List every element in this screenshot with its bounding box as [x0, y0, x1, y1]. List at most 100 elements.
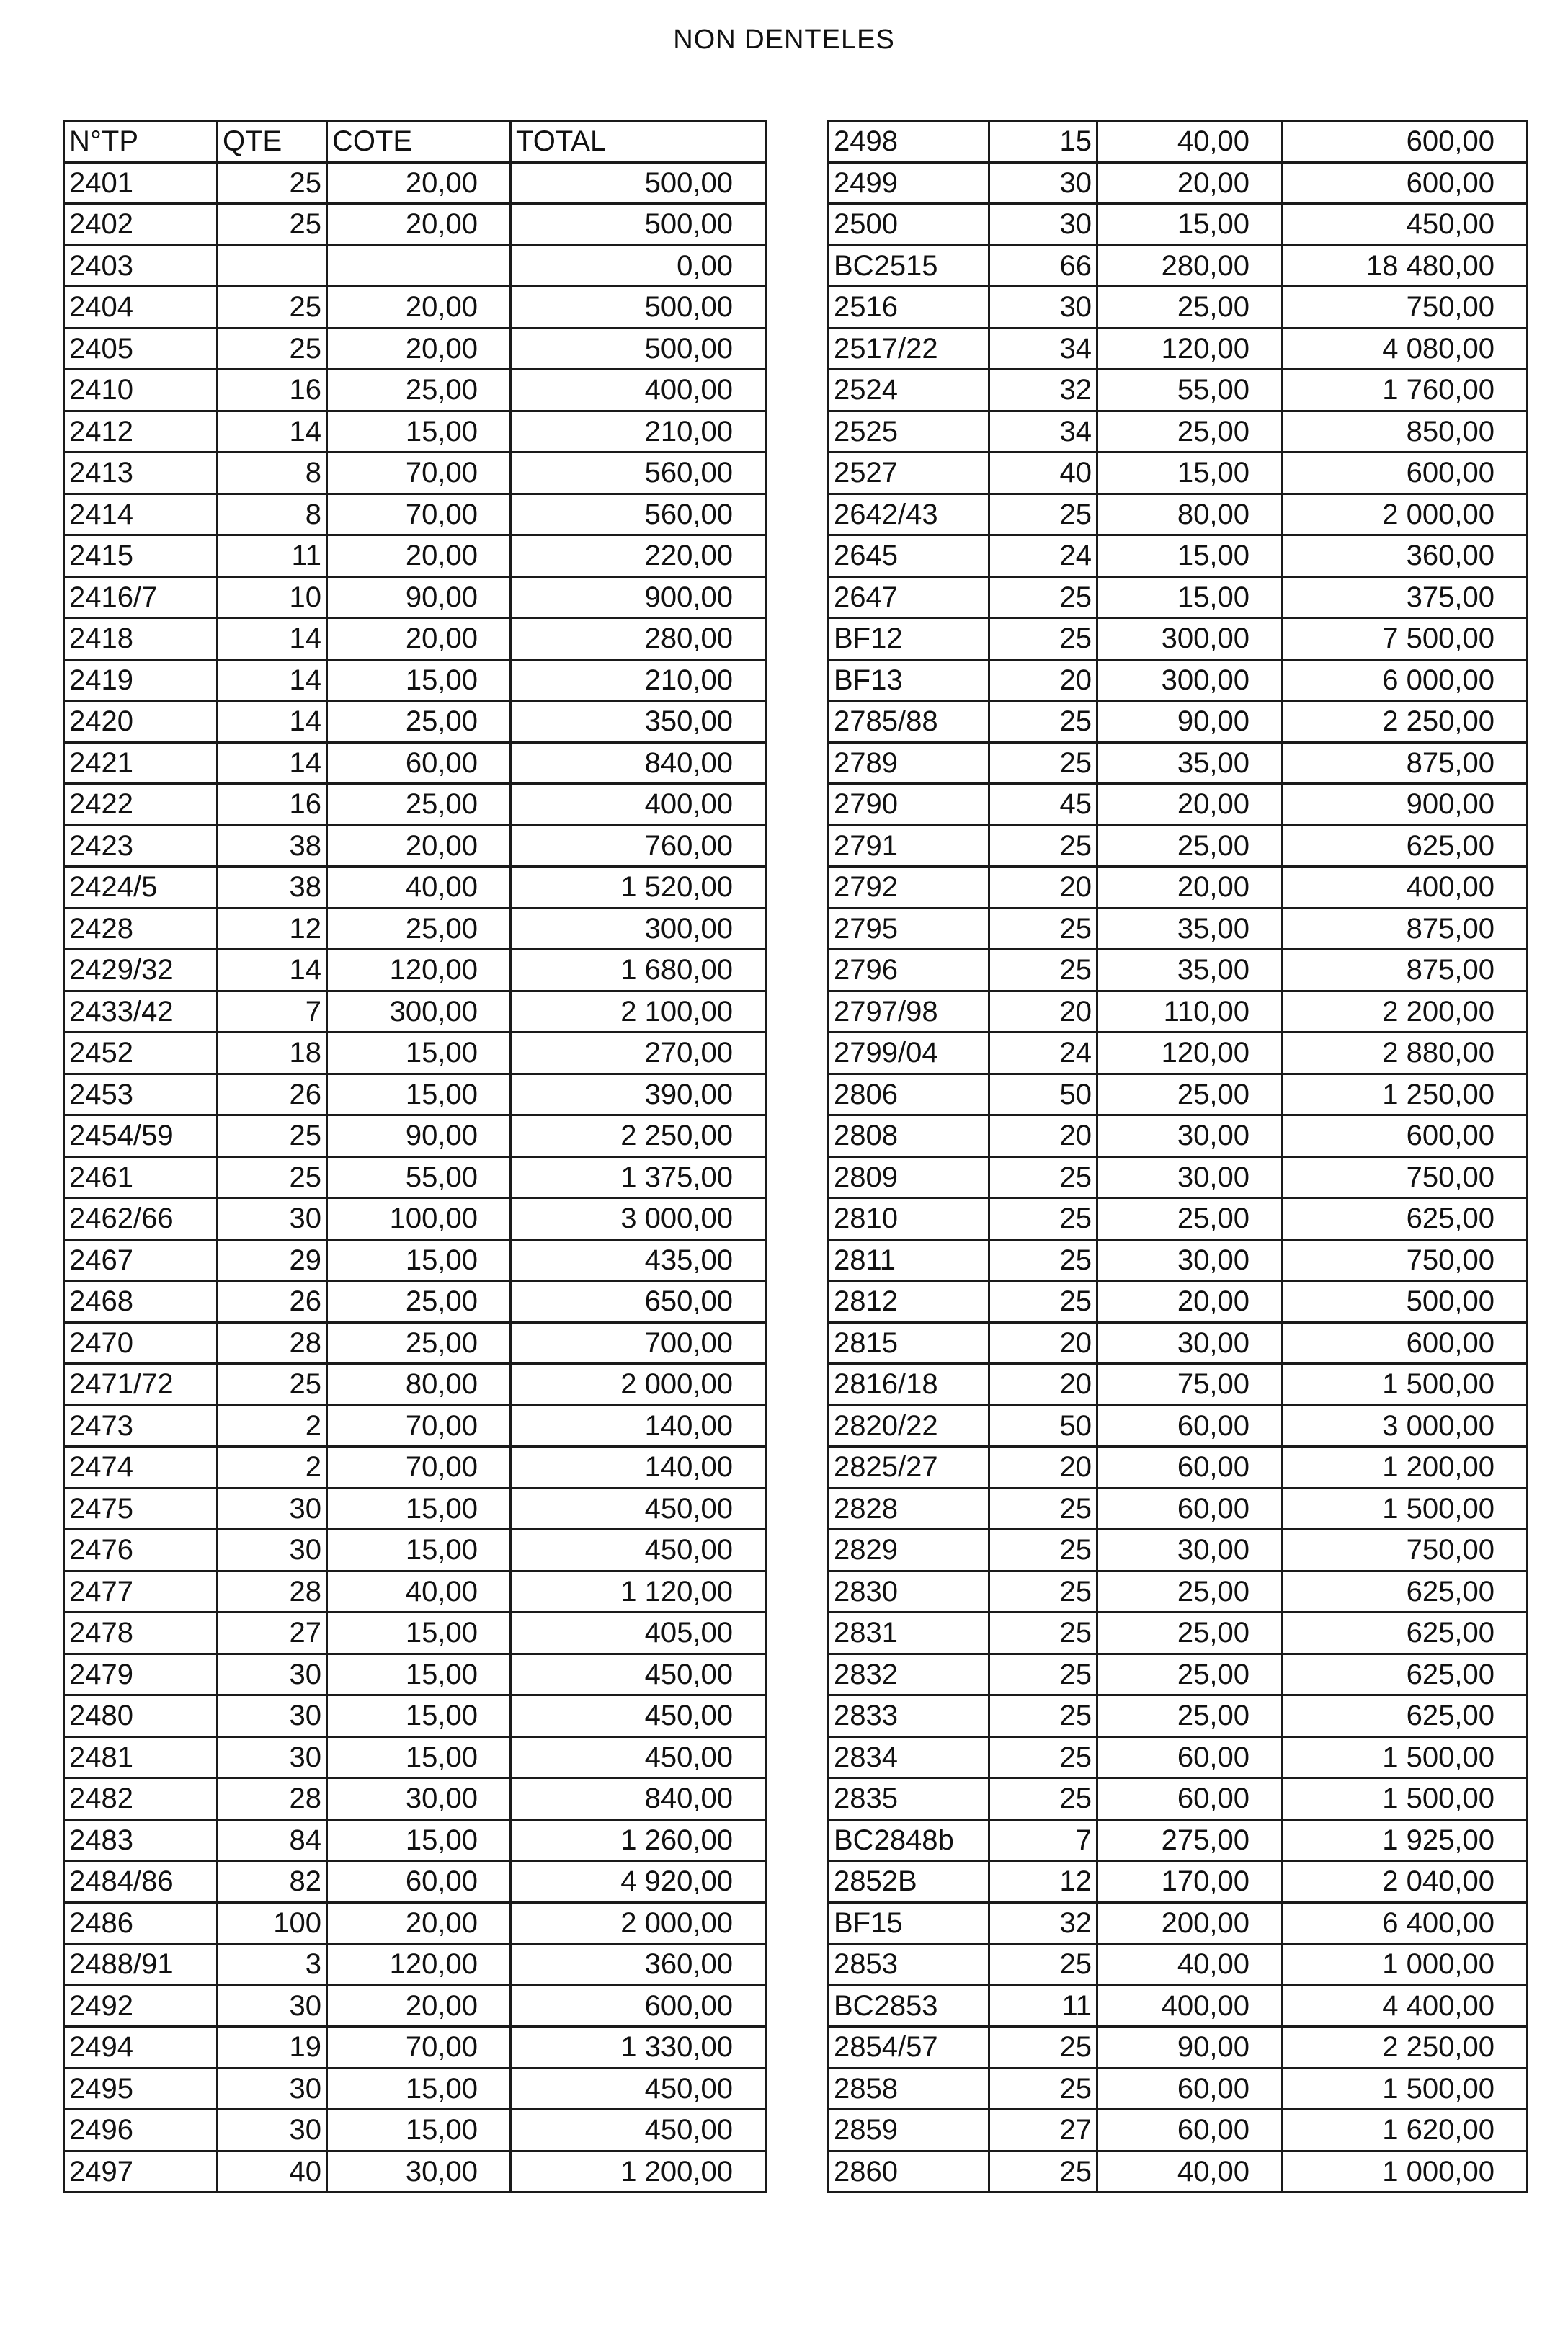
qte-cell: 2 [216, 1404, 328, 1448]
cote-cell: 110,00 [1096, 989, 1283, 1033]
ntp-cell: 2825/27 [827, 1445, 990, 1489]
qte-cell: 40 [988, 451, 1098, 495]
cote-cell: 80,00 [1096, 492, 1283, 536]
total-cell: 2 000,00 [1281, 492, 1528, 536]
cote-cell: 35,00 [1096, 906, 1283, 950]
table-row: 2428 12 25,00 300,00 [63, 906, 767, 950]
total-cell: 1 250,00 [1281, 1072, 1528, 1116]
cote-cell: 30,00 [1096, 1238, 1283, 1282]
qte-cell: 45 [988, 782, 1098, 826]
ntp-cell: 2642/43 [827, 492, 990, 536]
total-cell: 7 500,00 [1281, 617, 1528, 661]
cote-cell: 25,00 [326, 700, 512, 744]
ntp-cell: 2834 [827, 1735, 990, 1779]
cote-cell: 20,00 [1096, 865, 1283, 909]
total-cell: 1 500,00 [1281, 2066, 1528, 2110]
ntp-cell: 2789 [827, 741, 990, 785]
table-row: 2828 25 60,00 1 500,00 [827, 1486, 1528, 1530]
ntp-cell: BC2853 [827, 1984, 990, 2028]
table-row: 2401 25 20,00 500,00 [63, 161, 767, 205]
qte-cell: 34 [988, 409, 1098, 453]
ntp-cell: 2806 [827, 1072, 990, 1116]
total-cell: 650,00 [509, 1280, 767, 1324]
qte-cell: 24 [988, 534, 1098, 578]
qte-cell: 12 [216, 906, 328, 950]
qte-cell: 14 [216, 700, 328, 744]
qte-cell: 8 [216, 492, 328, 536]
table-row: 2478 27 15,00 405,00 [63, 1611, 767, 1655]
qte-cell: 25 [216, 1362, 328, 1406]
total-cell: 600,00 [1281, 120, 1528, 164]
table-row: 2467 29 15,00 435,00 [63, 1238, 767, 1282]
table-row: 2488/91 3 120,00 360,00 [63, 1943, 767, 1986]
qte-cell: 20 [988, 989, 1098, 1033]
qte-cell: 25 [988, 824, 1098, 868]
qte-cell: 20 [988, 865, 1098, 909]
cote-cell: 20,00 [326, 824, 512, 868]
table-row: 2810 25 25,00 625,00 [827, 1197, 1528, 1241]
ntp-cell: 2830 [827, 1569, 990, 1613]
total-cell: 875,00 [1281, 948, 1528, 992]
total-cell: 210,00 [509, 658, 767, 702]
cote-cell: 15,00 [326, 1652, 512, 1696]
total-cell: 750,00 [1281, 1528, 1528, 1572]
ntp-cell: 2494 [63, 2025, 218, 2069]
qte-cell: 26 [216, 1280, 328, 1324]
table-row: 2495 30 15,00 450,00 [63, 2066, 767, 2110]
table-row: 2422 16 25,00 400,00 [63, 782, 767, 826]
table-row: 2486 100 20,00 2 000,00 [63, 1901, 767, 1945]
ntp-cell: 2815 [827, 1321, 990, 1365]
cote-cell: 60,00 [1096, 1445, 1283, 1489]
total-cell: 1 375,00 [509, 1155, 767, 1199]
qte-cell: 25 [988, 948, 1098, 992]
ntp-cell: 2808 [827, 1114, 990, 1158]
cote-cell: 20,00 [1096, 161, 1283, 205]
table-row: 2516 30 25,00 750,00 [827, 285, 1528, 329]
qte-cell: 10 [216, 575, 328, 619]
table-row: BC2515 66 280,00 18 480,00 [827, 244, 1528, 287]
table-row: 2799/04 24 120,00 2 880,00 [827, 1031, 1528, 1075]
qte-cell: 82 [216, 1860, 328, 1904]
ntp-cell: 2796 [827, 948, 990, 992]
qte-cell: 25 [988, 2025, 1098, 2069]
total-cell: 400,00 [1281, 865, 1528, 909]
table-row: 2500 30 15,00 450,00 [827, 202, 1528, 246]
qte-cell: 30 [988, 161, 1098, 205]
ntp-cell: 2524 [827, 368, 990, 412]
ntp-cell: 2785/88 [827, 700, 990, 744]
ntp-cell: 2795 [827, 906, 990, 950]
total-cell: 750,00 [1281, 1155, 1528, 1199]
table-row: 2808 20 30,00 600,00 [827, 1114, 1528, 1158]
table-row: 2797/98 20 110,00 2 200,00 [827, 989, 1528, 1033]
total-cell: 0,00 [509, 244, 767, 287]
total-cell: 1 000,00 [1281, 1943, 1528, 1986]
cote-cell: 60,00 [1096, 1735, 1283, 1779]
ntp-cell: 2811 [827, 1238, 990, 1282]
total-cell: 6 000,00 [1281, 658, 1528, 702]
table-row: 2820/22 50 60,00 3 000,00 [827, 1404, 1528, 1448]
total-cell: 600,00 [509, 1984, 767, 2028]
ntp-cell: 2454/59 [63, 1114, 218, 1158]
qte-cell: 32 [988, 1901, 1098, 1945]
total-cell: 2 000,00 [509, 1362, 767, 1406]
cote-cell: 30,00 [1096, 1114, 1283, 1158]
cote-cell: 90,00 [326, 1114, 512, 1158]
cote-cell: 60,00 [1096, 1486, 1283, 1530]
cote-cell: 20,00 [1096, 1280, 1283, 1324]
ntp-cell: 2517/22 [827, 326, 990, 370]
qte-cell: 25 [988, 1694, 1098, 1738]
table-row: 2414 8 70,00 560,00 [63, 492, 767, 536]
table-row: 2854/57 25 90,00 2 250,00 [827, 2025, 1528, 2069]
qte-cell: 25 [988, 1486, 1098, 1530]
table-row: 2419 14 15,00 210,00 [63, 658, 767, 702]
total-cell: 350,00 [509, 700, 767, 744]
cote-cell: 40,00 [326, 865, 512, 909]
total-cell: 405,00 [509, 1611, 767, 1655]
ntp-cell: 2413 [63, 451, 218, 495]
table-row: 2825/27 20 60,00 1 200,00 [827, 1445, 1528, 1489]
cote-cell: 120,00 [326, 1943, 512, 1986]
total-cell: 2 250,00 [1281, 2025, 1528, 2069]
ntp-cell: 2480 [63, 1694, 218, 1738]
qte-cell: 25 [988, 492, 1098, 536]
table-row: 2815 20 30,00 600,00 [827, 1321, 1528, 1365]
